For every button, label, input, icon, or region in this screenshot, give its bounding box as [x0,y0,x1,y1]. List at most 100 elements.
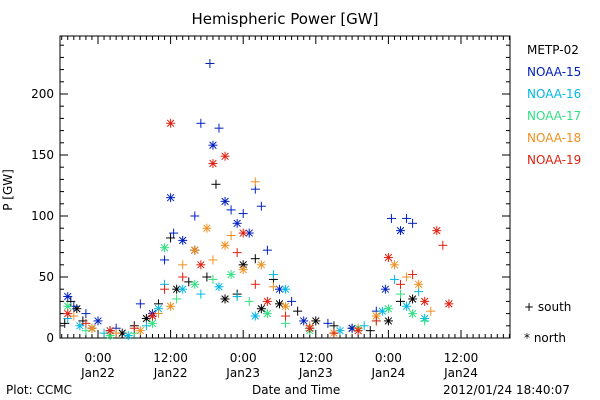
x-tick-label-date: Jan22 [153,366,188,380]
data-point-noaa-19 [262,296,272,306]
data-point-metp-02 [311,316,321,326]
data-point-noaa-18 [208,255,218,265]
marker-key-north: * north [524,331,567,345]
data-point-noaa-15 [63,292,73,302]
x-tick-label-date: Jan23 [225,366,260,380]
data-point-noaa-15 [166,193,176,203]
x-tick-label-time: 0:00 [375,351,402,365]
data-point-noaa-18 [268,282,278,292]
data-point-noaa-19 [305,323,315,333]
data-point-noaa-16 [178,284,188,294]
data-point-noaa-19 [232,248,242,258]
data-point-noaa-19 [105,326,115,336]
data-point-noaa-18 [371,311,381,321]
data-point-noaa-19 [420,296,430,306]
data-point-noaa-15 [214,123,224,133]
data-point-noaa-17 [383,304,393,314]
data-point-noaa-16 [268,270,278,280]
data-point-noaa-18 [250,177,260,187]
data-point-noaa-19 [160,284,170,294]
x-axis-label: Date and Time [252,383,341,397]
data-point-noaa-18 [281,301,291,311]
data-point-noaa-17 [190,279,200,289]
x-tick-label-time: 12:00 [444,351,479,365]
data-point-metp-02 [202,272,212,282]
data-point-noaa-17 [172,294,182,304]
data-point-noaa-18 [190,245,200,255]
data-point-noaa-15 [232,218,242,228]
data-point-metp-02 [365,326,375,336]
data-point-noaa-15 [402,213,412,223]
data-point-noaa-15 [190,211,200,221]
x-tick-label-date: Jan24 [443,366,478,380]
footer-credit: Plot: CCMC [6,383,72,397]
data-point-noaa-15 [262,245,272,255]
data-point-noaa-15 [160,255,170,265]
data-point-noaa-18 [178,260,188,270]
data-point-noaa-15 [81,309,91,319]
data-point-noaa-18 [402,272,412,282]
legend-item-noaa-18: NOAA-18 [527,131,582,145]
x-tick-label-time: 0:00 [230,351,257,365]
data-point-noaa-16 [250,311,260,321]
data-point-noaa-17 [420,316,430,326]
data-point-noaa-16 [402,301,412,311]
data-point-noaa-15 [323,318,333,328]
data-point-metp-02 [220,294,230,304]
data-point-noaa-19 [250,279,260,289]
data-point-noaa-16 [196,289,206,299]
plot-frame [59,35,511,339]
data-point-noaa-15 [196,118,206,128]
data-point-noaa-17 [226,270,236,280]
y-tick-label: 0 [46,331,54,345]
data-point-noaa-18 [238,265,248,275]
data-point-noaa-17 [208,274,218,284]
data-point-noaa-18 [87,323,97,333]
data-point-noaa-18 [135,326,145,336]
data-point-noaa-19 [166,118,176,128]
data-point-noaa-19 [353,326,363,336]
y-tick-label: 150 [31,148,54,162]
data-point-noaa-19 [438,240,448,250]
data-point-noaa-16 [214,282,224,292]
data-point-noaa-16 [281,284,291,294]
legend-item-noaa-19: NOAA-19 [527,153,582,167]
data-point-noaa-17 [147,318,157,328]
data-point-noaa-19 [129,323,139,333]
data-point-metp-02 [408,294,418,304]
data-point-noaa-15 [178,235,188,245]
x-tick-label-date: Jan22 [80,366,115,380]
footer-timestamp: 2012/01/24 18:40:07 [443,383,570,397]
data-point-noaa-17 [160,243,170,253]
data-point-noaa-16 [389,274,399,284]
data-point-noaa-19 [208,159,218,169]
data-point-noaa-19 [329,328,339,338]
data-point-noaa-16 [232,292,242,302]
legend-item-noaa-17: NOAA-17 [527,109,582,123]
data-point-metp-02 [256,304,266,314]
x-tick-label-time: 12:00 [153,351,188,365]
marker-key-south: + south [524,300,572,314]
data-point-noaa-15 [408,218,418,228]
data-point-noaa-17 [408,309,418,319]
data-point-metp-02 [293,306,303,316]
data-point-noaa-16 [154,304,163,314]
y-tick-label: 200 [31,87,54,101]
x-tick-label-time: 0:00 [85,351,112,365]
data-point-metp-02 [250,254,260,264]
data-point-noaa-15 [287,296,297,306]
data-point-noaa-18 [202,223,212,233]
legend-item-metp-02: METP-02 [527,43,579,57]
data-point-noaa-18 [389,260,399,270]
data-point-noaa-19 [432,226,442,236]
data-point-noaa-17 [396,289,405,299]
data-point-noaa-19 [147,311,157,321]
data-point-noaa-19 [371,316,381,326]
x-tick-label-date: Jan24 [371,366,406,380]
data-point-noaa-15 [226,205,236,215]
data-point-noaa-15 [380,284,390,294]
data-point-noaa-15 [238,209,248,219]
data-point-metp-02 [66,296,76,306]
